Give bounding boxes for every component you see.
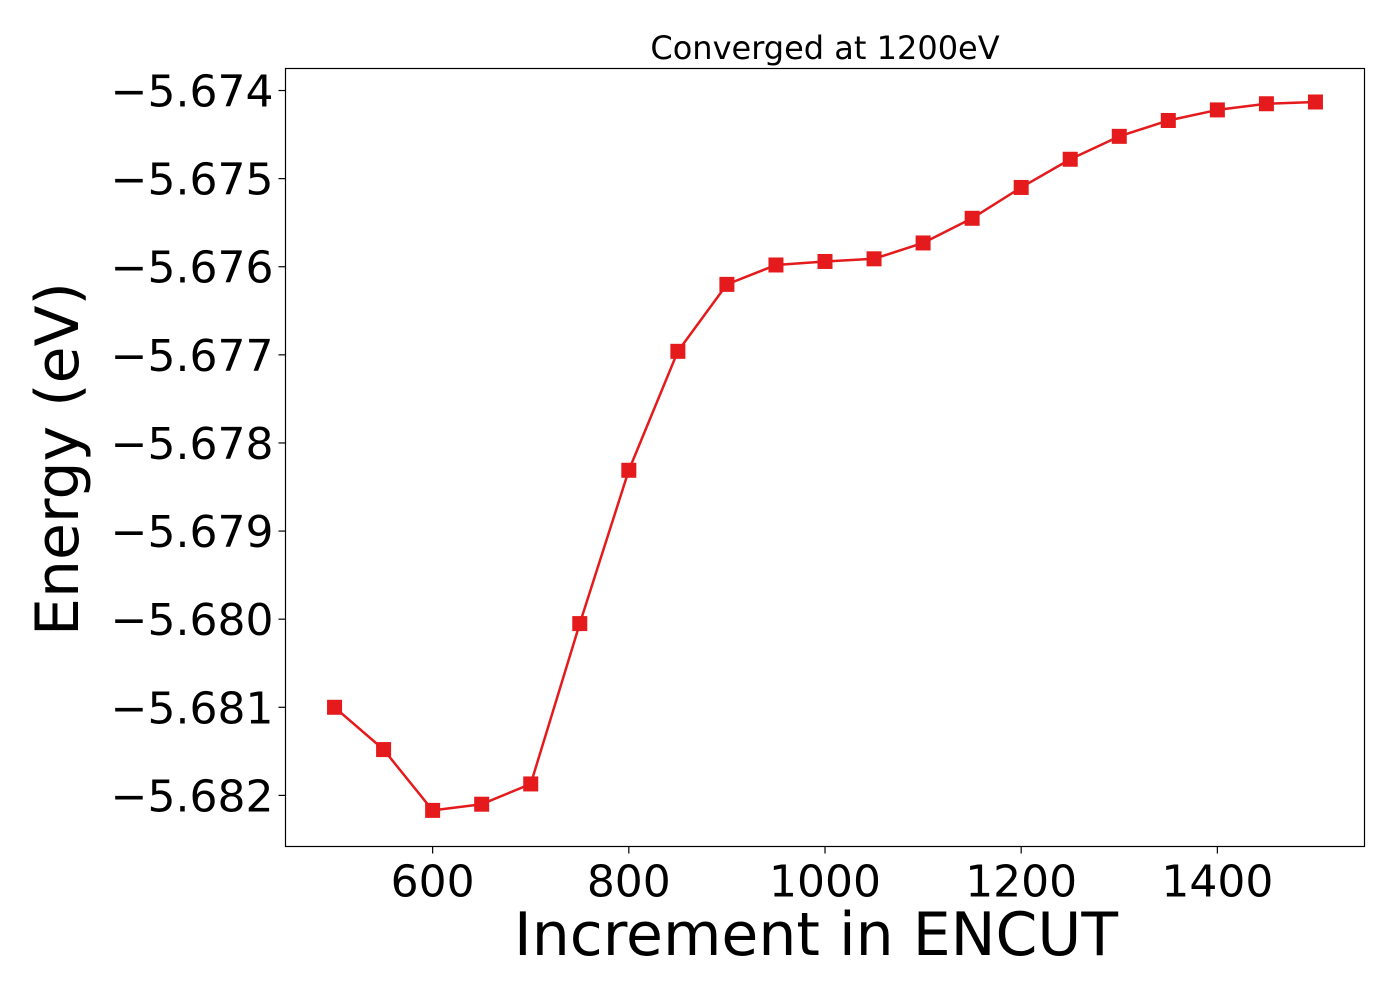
y-tick-label: −5.675 [111,155,274,206]
data-point [425,802,441,818]
y-tick-label: −5.679 [111,507,274,558]
x-axis-label: Increment in ENCUT [514,900,1118,970]
x-tick-label: 600 [391,857,475,908]
data-point [1062,151,1078,167]
y-tick-label: −5.677 [111,331,274,382]
data-point [1111,128,1127,144]
y-tick-label: −5.678 [111,419,274,470]
x-tick-label: 1200 [965,857,1077,908]
data-point [1209,102,1225,118]
y-tick-label: −5.680 [111,595,274,646]
x-tick-label: 1000 [769,857,881,908]
data-point [474,796,490,812]
plot-content [327,94,1323,818]
y-tick-label: −5.682 [111,771,274,822]
x-tick-label: 1400 [1161,857,1273,908]
data-point [327,699,343,715]
chart-title: Converged at 1200eV [650,29,999,67]
data-point [376,742,392,758]
data-point [719,276,735,292]
data-point [964,210,980,226]
data-point [1258,96,1274,112]
data-point [670,343,686,359]
data-point [1160,112,1176,128]
data-point [523,776,539,792]
data-point [572,616,588,632]
data-point [866,251,882,267]
y-axis-label: Energy (eV) [23,282,93,636]
y-tick-label: −5.674 [111,67,274,118]
data-point [1013,179,1029,195]
x-axis: 600 800 1000 1200 1400 [391,846,1273,908]
x-tick-label: 800 [587,857,671,908]
data-point [1307,94,1323,110]
data-point [915,235,931,251]
data-point [768,257,784,273]
y-tick-label: −5.681 [111,683,274,734]
y-axis: −5.674 −5.675 −5.676 −5.677 −5.678 −5.679 −5.6… [111,67,286,822]
y-tick-label: −5.676 [111,243,274,294]
data-point [817,253,833,269]
data-point [621,462,637,478]
